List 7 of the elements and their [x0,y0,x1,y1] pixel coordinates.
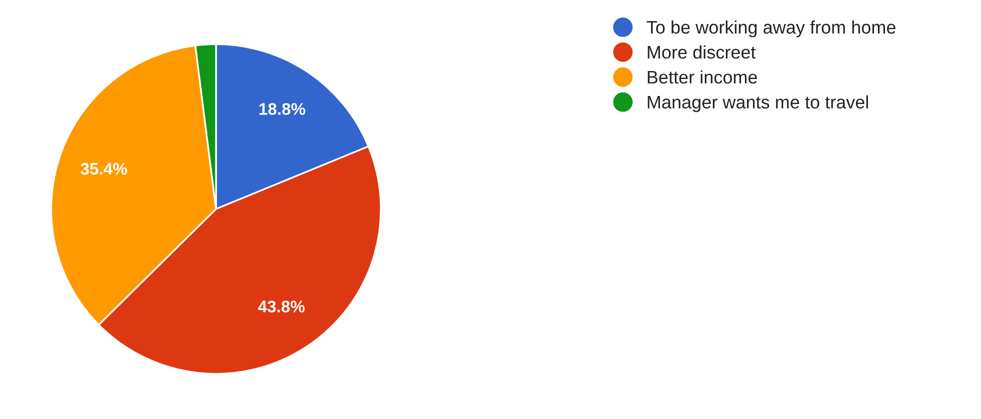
legend-label: To be working away from home [646,20,896,38]
legend-label: Better income [648,70,757,84]
data-label: 18.8% [260,103,306,115]
data-label: 43.8% [258,300,305,312]
legend-label: Manager wants me to travel [648,95,868,112]
data-label: 35.4% [80,162,128,175]
legend-label: More discreet [648,45,756,59]
